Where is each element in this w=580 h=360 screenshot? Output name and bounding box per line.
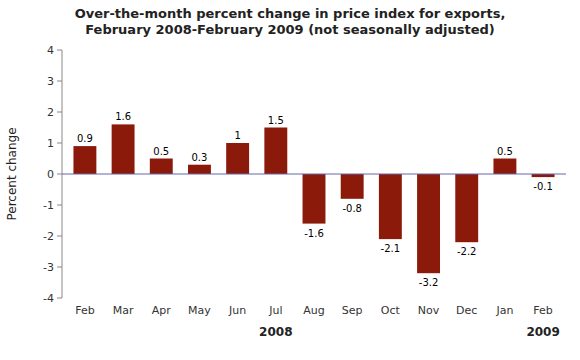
x-tick-label: Oct xyxy=(381,304,401,317)
bar xyxy=(226,143,249,174)
x-tick-label: Sep xyxy=(342,304,363,317)
title-line: Over-the-month percent change in price i… xyxy=(75,6,506,21)
title: Over-the-month percent change in price i… xyxy=(75,6,506,37)
bar xyxy=(112,124,135,174)
x-tick-label: Aug xyxy=(303,304,324,317)
y-tick-label: 2 xyxy=(47,106,54,119)
bar xyxy=(341,174,364,199)
bar xyxy=(379,174,402,239)
data-label: 0.5 xyxy=(153,146,169,157)
y-tick xyxy=(57,205,62,206)
bar xyxy=(303,174,326,224)
x-tick-label: Feb xyxy=(533,304,552,317)
chart-svg: Over-the-month percent change in price i… xyxy=(0,0,580,360)
data-label: -0.8 xyxy=(342,203,362,214)
y-tick-label: -2 xyxy=(43,230,54,243)
y-tick xyxy=(57,50,62,51)
y-tick-label: 0 xyxy=(47,168,54,181)
data-label: 0.5 xyxy=(497,146,513,157)
y-tick xyxy=(57,112,62,113)
data-label: 1 xyxy=(234,130,240,141)
y-tick xyxy=(57,298,62,299)
data-label: 1.5 xyxy=(268,115,284,126)
x-tick-label: Feb xyxy=(75,304,94,317)
annotation: 2009 xyxy=(526,325,559,339)
x-tick-label: May xyxy=(188,304,211,317)
title-line: February 2008-February 2009 (not seasona… xyxy=(85,22,495,37)
y-tick-label: -3 xyxy=(43,261,54,274)
bar xyxy=(188,165,211,174)
y-tick-label: -4 xyxy=(43,292,54,305)
x-tick-label: Jan xyxy=(495,304,513,317)
bar xyxy=(150,159,173,175)
annotation: 2008 xyxy=(259,325,292,339)
data-label: -2.1 xyxy=(381,243,401,254)
x-tick-label: Apr xyxy=(152,304,172,317)
y-tick xyxy=(57,236,62,237)
y-tick xyxy=(57,143,62,144)
y-tick-label: 1 xyxy=(47,137,54,150)
x-tick-label: Nov xyxy=(418,304,440,317)
bar xyxy=(493,159,516,175)
bar xyxy=(264,128,287,175)
x-tick-label: Dec xyxy=(456,304,477,317)
y-tick-label: -1 xyxy=(43,199,54,212)
bar xyxy=(417,174,440,273)
data-label: 1.6 xyxy=(115,111,131,122)
bar xyxy=(455,174,478,242)
bar xyxy=(73,146,96,174)
zero-line xyxy=(62,174,566,175)
bars xyxy=(73,124,554,273)
data-label: 0.9 xyxy=(77,133,93,144)
data-label: -1.6 xyxy=(304,228,324,239)
x-tick-label: Mar xyxy=(113,304,134,317)
x-tick-label: Jul xyxy=(268,304,282,317)
data-label: 0.3 xyxy=(192,152,208,163)
y-tick-label: 4 xyxy=(47,44,54,57)
data-label: -2.2 xyxy=(457,246,477,257)
y-tick-label: 3 xyxy=(47,75,54,88)
y-tick xyxy=(57,81,62,82)
chart-container: Over-the-month percent change in price i… xyxy=(0,0,580,360)
y-axis-label: Percent change xyxy=(5,127,19,220)
data-label: -0.1 xyxy=(533,181,553,192)
y-tick xyxy=(57,174,62,175)
x-tick-label: Jun xyxy=(228,304,246,317)
data-label: -3.2 xyxy=(419,277,439,288)
y-tick xyxy=(57,267,62,268)
